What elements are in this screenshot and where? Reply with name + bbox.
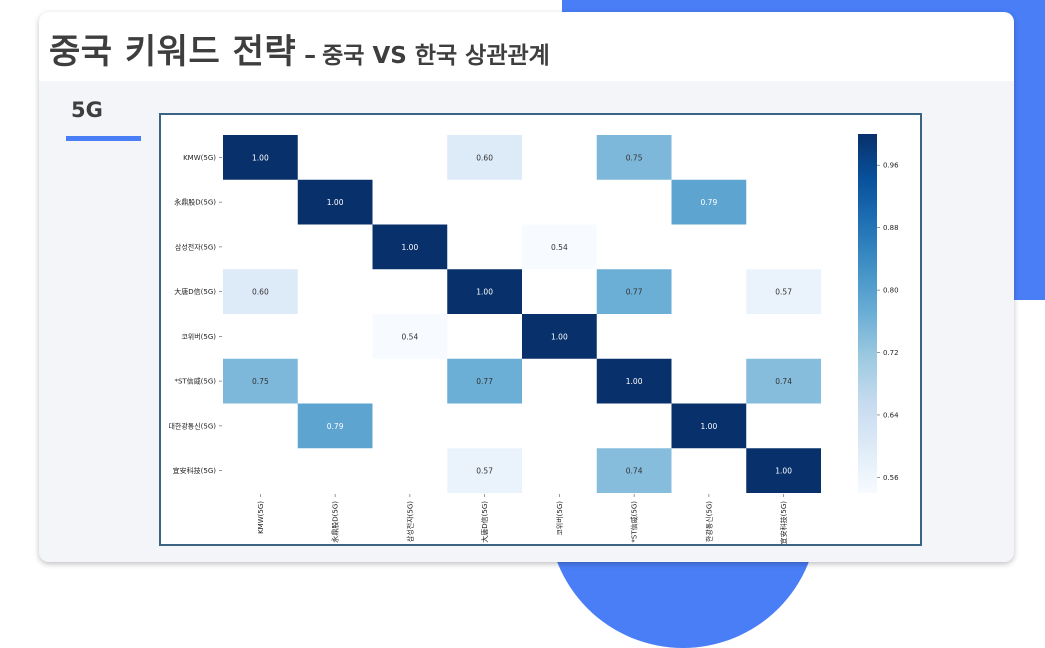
heatmap-cell	[596, 135, 672, 180]
y-tick-label: 永鼎股D(5G)	[174, 198, 216, 207]
y-tick-label: 宜安科技(5G)	[173, 466, 217, 475]
y-tick-label: 대한광통신(5G)	[168, 421, 216, 430]
x-tick-label: *ST信威(5G)	[630, 501, 639, 543]
cell-value-label: 0.54	[402, 332, 419, 341]
cell-value-label: 0.75	[626, 153, 643, 162]
cell-value-label: 0.74	[775, 377, 792, 386]
cell-value-label: 1.00	[701, 422, 718, 431]
title-sub: 중국 VS 한국 상관관계	[322, 43, 550, 69]
colorbar-tick-label: 0.88	[883, 224, 899, 232]
cell-value-label: 1.00	[252, 153, 269, 162]
cell-value-label: 0.60	[252, 288, 269, 297]
correlation-heatmap: 1.00 0.60 0.75 1.00 0.79 1.00 0.54 0.60 1.00 0.77…	[168, 134, 899, 544]
cell-value-label: 0.77	[476, 377, 493, 386]
y-tick-label: *ST信威(5G)	[174, 377, 216, 386]
cell-value-label: 0.57	[775, 288, 792, 297]
y-tick-label: 大唐D信(5G)	[174, 287, 216, 296]
x-tick-label: KMW(5G)	[257, 501, 265, 534]
heatmap-cell	[522, 224, 597, 270]
heatmap-cell	[447, 269, 522, 314]
colorbar-tick-label: 0.96	[883, 162, 899, 170]
cell-value-label: 1.00	[476, 288, 493, 297]
y-tick-label: 삼성전자(5G)	[175, 242, 216, 251]
chart-frame: 1.00 0.60 0.75 1.00 0.79 1.00 0.54 0.60 1.00 0.77…	[159, 113, 922, 546]
colorbar-tick-label: 0.72	[883, 349, 899, 357]
colorbar	[858, 134, 877, 493]
colorbar-tick-label: 0.64	[883, 411, 899, 419]
heatmap-cell	[447, 358, 522, 404]
cell-value-label: 0.74	[626, 467, 643, 476]
section-label: 5G	[71, 98, 103, 122]
cell-value-label: 1.00	[551, 332, 568, 341]
cell-value-label: 1.00	[775, 467, 792, 476]
colorbar-tick-label: 0.80	[883, 287, 899, 295]
title-dash: –	[304, 41, 317, 69]
heatmap-cell	[596, 448, 672, 493]
heatmap-cell	[671, 179, 747, 225]
y-tick-label: KMW(5G)	[183, 154, 216, 162]
heatmap-cell	[372, 224, 448, 270]
heatmap-cell	[372, 314, 448, 359]
cell-value-label: 1.00	[327, 198, 344, 207]
heatmap-cell	[297, 403, 373, 449]
x-tick-label: 大唐D信(5G)	[480, 501, 489, 543]
x-tick-label: 삼성전자(5G)	[405, 501, 414, 542]
heatmap-cell	[223, 269, 298, 314]
heatmap-cell	[447, 135, 522, 180]
heatmap-cell	[596, 269, 672, 314]
colorbar-tick-label: 0.56	[883, 474, 899, 482]
heatmap-cell	[746, 448, 821, 493]
heatmap-cell	[447, 448, 522, 493]
x-tick-label: 한광통신(5G)	[704, 501, 713, 542]
heatmap-cell	[522, 314, 597, 359]
section-underline	[66, 136, 141, 141]
heatmap-cell	[746, 358, 821, 404]
x-tick-label: 永鼎股D(5G)	[331, 501, 340, 543]
heatmap-cell	[746, 269, 821, 314]
cell-value-label: 0.60	[476, 153, 493, 162]
heatmap-cell	[297, 179, 373, 225]
cell-value-label: 0.79	[701, 198, 718, 207]
cell-value-label: 0.77	[626, 288, 643, 297]
cell-value-label: 0.57	[476, 467, 493, 476]
y-tick-label: 코위버(5G)	[181, 332, 216, 341]
x-tick-label: 宜安科技(5G)	[779, 501, 788, 544]
heatmap-cell	[596, 358, 672, 404]
x-tick-label: 코위버(5G)	[555, 501, 564, 536]
cell-value-label: 1.00	[626, 377, 643, 386]
heatmap-cell	[223, 135, 298, 180]
cell-value-label: 0.54	[551, 243, 568, 252]
heatmap-cell	[223, 358, 298, 404]
cell-value-label: 0.75	[252, 377, 269, 386]
title-main: 중국 키워드 전략	[49, 32, 297, 72]
cell-value-label: 0.79	[327, 422, 344, 431]
heatmap-cell	[671, 403, 747, 449]
cell-value-label: 1.00	[402, 243, 419, 252]
slide-title: 중국 키워드 전략 – 중국 VS 한국 상관관계	[49, 24, 550, 73]
